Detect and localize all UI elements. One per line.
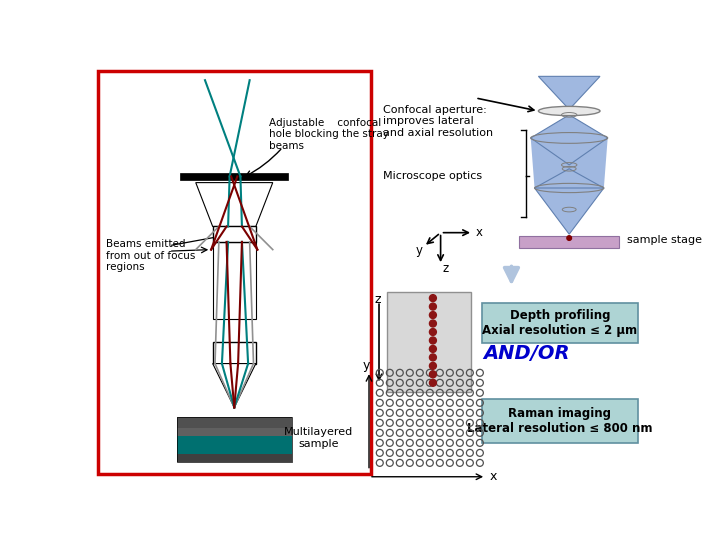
Circle shape [429, 371, 436, 378]
Polygon shape [196, 183, 273, 226]
Bar [176, 455, 292, 462]
Text: sample stage: sample stage [627, 235, 702, 245]
Circle shape [429, 320, 436, 327]
Circle shape [429, 328, 436, 335]
Bar [98, 71, 372, 475]
Text: Beams emitted
from out of focus
regions: Beams emitted from out of focus regions [106, 239, 195, 272]
Circle shape [429, 346, 436, 353]
Ellipse shape [539, 106, 600, 116]
Circle shape [429, 295, 436, 301]
Text: z: z [374, 293, 381, 306]
Text: Confocal aperture:
improves lateral
and axial resolution: Confocal aperture: improves lateral and … [383, 105, 493, 138]
Bar [176, 436, 292, 442]
Text: Multilayered
sample: Multilayered sample [284, 428, 354, 449]
Polygon shape [534, 168, 604, 210]
Bar [387, 292, 472, 392]
Circle shape [429, 379, 436, 386]
Polygon shape [539, 76, 600, 110]
Bar [212, 342, 256, 363]
Bar [176, 442, 292, 448]
Bar [519, 236, 619, 248]
Text: Adjustable    confocal
hole blocking the stray
beams: Adjustable confocal hole blocking the st… [269, 118, 389, 151]
Bar [176, 428, 292, 436]
Bar [176, 417, 292, 428]
Circle shape [429, 354, 436, 361]
Polygon shape [212, 242, 256, 319]
FancyBboxPatch shape [482, 303, 638, 343]
Circle shape [429, 303, 436, 310]
Bar [212, 226, 256, 242]
Text: Microscope optics: Microscope optics [383, 172, 482, 181]
Polygon shape [531, 115, 608, 165]
Text: y: y [363, 359, 370, 372]
Bar [176, 448, 292, 455]
Circle shape [429, 312, 436, 319]
FancyBboxPatch shape [482, 399, 638, 443]
Text: x: x [475, 226, 482, 239]
Text: z: z [443, 262, 449, 275]
Bar [176, 417, 292, 462]
Text: x: x [490, 470, 498, 483]
Bar [180, 173, 288, 179]
Text: y: y [415, 244, 423, 257]
Circle shape [429, 362, 436, 369]
Text: Depth profiling
Axial resolution ≤ 2 μm: Depth profiling Axial resolution ≤ 2 μm [482, 309, 637, 337]
Circle shape [429, 337, 436, 344]
Polygon shape [212, 363, 256, 408]
Polygon shape [531, 138, 608, 188]
Circle shape [567, 236, 572, 240]
Text: Raman imaging
Lateral resolution ≤ 800 nm: Raman imaging Lateral resolution ≤ 800 n… [467, 407, 653, 435]
Polygon shape [534, 188, 604, 234]
Text: AND/OR: AND/OR [483, 344, 570, 363]
